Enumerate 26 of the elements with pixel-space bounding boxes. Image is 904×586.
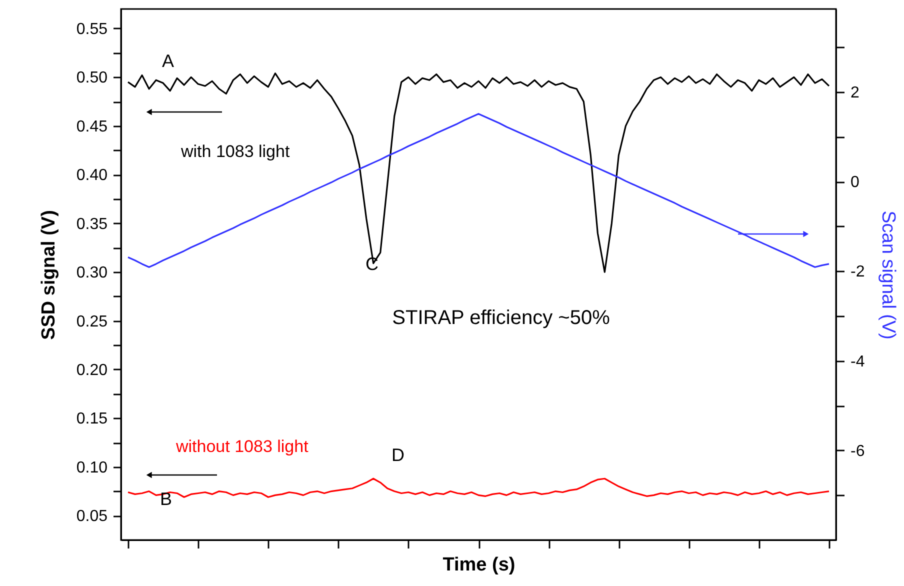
y-tick-label: 0.35 <box>76 216 108 233</box>
annotation: B <box>160 489 172 509</box>
y-tick-label: 0.25 <box>76 313 108 330</box>
annotation: D <box>392 445 404 465</box>
y2-tick-label: -4 <box>850 353 865 370</box>
y2-tick-label: 0 <box>850 174 860 192</box>
y-tick-label: 0.05 <box>76 508 108 526</box>
line-series <box>127 72 830 273</box>
y-tick-label: 0.15 <box>76 410 108 428</box>
y-tick-label: 0.55 <box>76 20 108 38</box>
text: without 1083 light <box>175 437 309 456</box>
text: with 1083 light <box>180 142 290 161</box>
annotation: STIRAP efficiency ~50% <box>392 307 610 329</box>
x-axis-title: Time (s) <box>442 554 516 576</box>
y-tick-label: 0.50 <box>76 70 108 87</box>
y2-tick-label: 2 <box>850 84 860 102</box>
y2-tick-label: -2 <box>850 264 865 281</box>
y-tick-label: 0.10 <box>76 459 108 476</box>
annotation: A <box>162 51 174 71</box>
y-tick-label: 0.20 <box>76 362 108 379</box>
y2-axis-title: Scan signal (V) <box>878 210 899 340</box>
y2-tick-label: -6 <box>850 442 865 460</box>
y-tick-label: 0.30 <box>76 264 108 282</box>
y-tick-label: 0.40 <box>76 167 108 184</box>
y-axis-title: SSD signal (V) <box>38 210 60 340</box>
y-tick-label: 0.45 <box>76 118 108 136</box>
